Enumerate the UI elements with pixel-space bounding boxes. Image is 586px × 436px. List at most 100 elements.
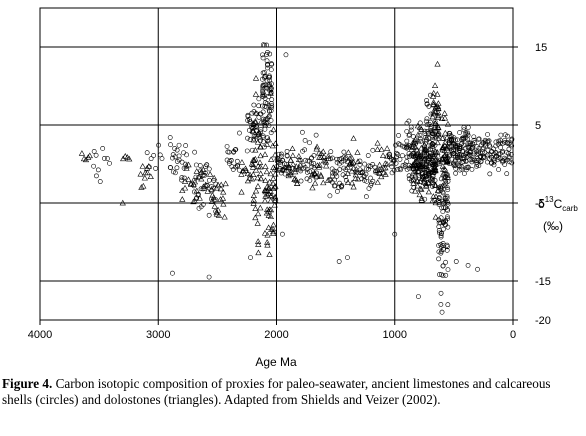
dolostone-point [423, 183, 430, 189]
dolostone-point [412, 171, 419, 178]
dolostone-point [411, 160, 419, 167]
dolostone-point [347, 159, 354, 166]
dolostone-point [374, 139, 381, 146]
limestone-point [357, 170, 363, 176]
dolostone-point [267, 197, 274, 204]
dolostone-point [354, 175, 362, 182]
limestone-point [484, 159, 490, 165]
dolostone-point [255, 249, 262, 256]
dolostone-point [384, 145, 391, 151]
dolostone-point [265, 184, 272, 190]
dolostone-point [80, 155, 88, 162]
limestone-point [260, 82, 266, 88]
limestone-point [193, 162, 199, 168]
dolostone-point [344, 164, 351, 170]
limestone-point [441, 205, 447, 210]
dolostone-point [348, 154, 355, 161]
dolostone-point [344, 157, 352, 164]
limestone-point [422, 196, 428, 202]
dolostone-point [122, 153, 129, 159]
limestone-point [253, 133, 259, 139]
limestone-point [422, 157, 428, 162]
limestone-point [422, 178, 428, 184]
limestone-point [363, 194, 369, 200]
dolostone-point [418, 197, 425, 203]
dolostone-point [435, 114, 442, 120]
limestone-point [506, 146, 512, 152]
dolostone-point [312, 179, 319, 186]
dolostone-point [268, 191, 275, 198]
dolostone-point [439, 163, 446, 169]
limestone-point [91, 163, 96, 169]
dolostone-point [272, 193, 279, 200]
limestone-point [453, 165, 459, 171]
limestone-point [204, 162, 210, 168]
dolostone-point [287, 157, 294, 163]
limestone-point [262, 119, 268, 125]
dolostone-point [249, 163, 257, 170]
dolostone-point [272, 140, 279, 146]
dolostone-point [432, 148, 439, 155]
limestone-point [151, 153, 157, 158]
limestone-point [269, 103, 275, 109]
dolostone-point [270, 228, 277, 235]
limestone-point [397, 166, 403, 172]
limestone-point [209, 184, 214, 190]
dolostone-point [374, 167, 381, 173]
dolostone-point [430, 99, 437, 105]
limestone-point [463, 130, 469, 135]
limestone-point [191, 183, 197, 189]
limestone-point [341, 149, 347, 155]
limestone-point [283, 52, 289, 58]
limestone-point [506, 154, 512, 160]
dolostone-point [143, 164, 151, 171]
limestone-point [452, 158, 458, 163]
limestone-point [206, 274, 212, 280]
limestone-point [456, 146, 462, 151]
dolostone-point [435, 128, 442, 135]
limestone-point [430, 141, 435, 147]
limestone-point [424, 116, 430, 122]
dolostone-point [430, 93, 437, 99]
limestone-point [234, 158, 240, 164]
y-axis-title-sup: 13 [545, 195, 554, 204]
dolostone-point [250, 196, 257, 203]
dolostone-point [320, 148, 327, 155]
dolostone-point [267, 90, 274, 96]
dolostone-point [350, 183, 357, 190]
dolostone-point [271, 183, 278, 190]
limestone-point [407, 132, 412, 138]
limestone-point [308, 161, 314, 167]
limestone-point [465, 164, 471, 170]
limestone-point [197, 163, 203, 168]
limestone-point [309, 164, 315, 169]
dolostone-point [242, 165, 249, 171]
dolostone-point [374, 179, 381, 185]
limestone-point [436, 161, 442, 167]
limestone-point [424, 151, 430, 157]
figure-caption: Figure 4. Carbon isotopic composition of… [2, 376, 582, 408]
limestone-point [262, 144, 267, 150]
limestone-point [480, 146, 486, 152]
dolostone-point [308, 171, 316, 178]
limestone-point [424, 122, 430, 128]
limestone-point [474, 144, 480, 150]
limestone-point [509, 136, 515, 142]
limestone-point [279, 151, 284, 157]
limestone-point [485, 132, 490, 137]
limestone-point [404, 144, 410, 149]
limestone-point [475, 266, 480, 272]
limestone-point [256, 103, 262, 109]
dolostone-point [429, 197, 436, 204]
dolostone-point [345, 149, 352, 155]
limestone-point [408, 124, 414, 130]
limestone-point [257, 138, 263, 144]
dolostone-point [257, 175, 265, 182]
dolostone-point [412, 158, 419, 165]
limestone-point [440, 209, 446, 214]
limestone-point [146, 164, 152, 170]
dolostone-point [291, 176, 298, 182]
dolostone-point [417, 185, 424, 192]
dolostone-point [255, 210, 262, 217]
limestone-point [148, 156, 154, 162]
